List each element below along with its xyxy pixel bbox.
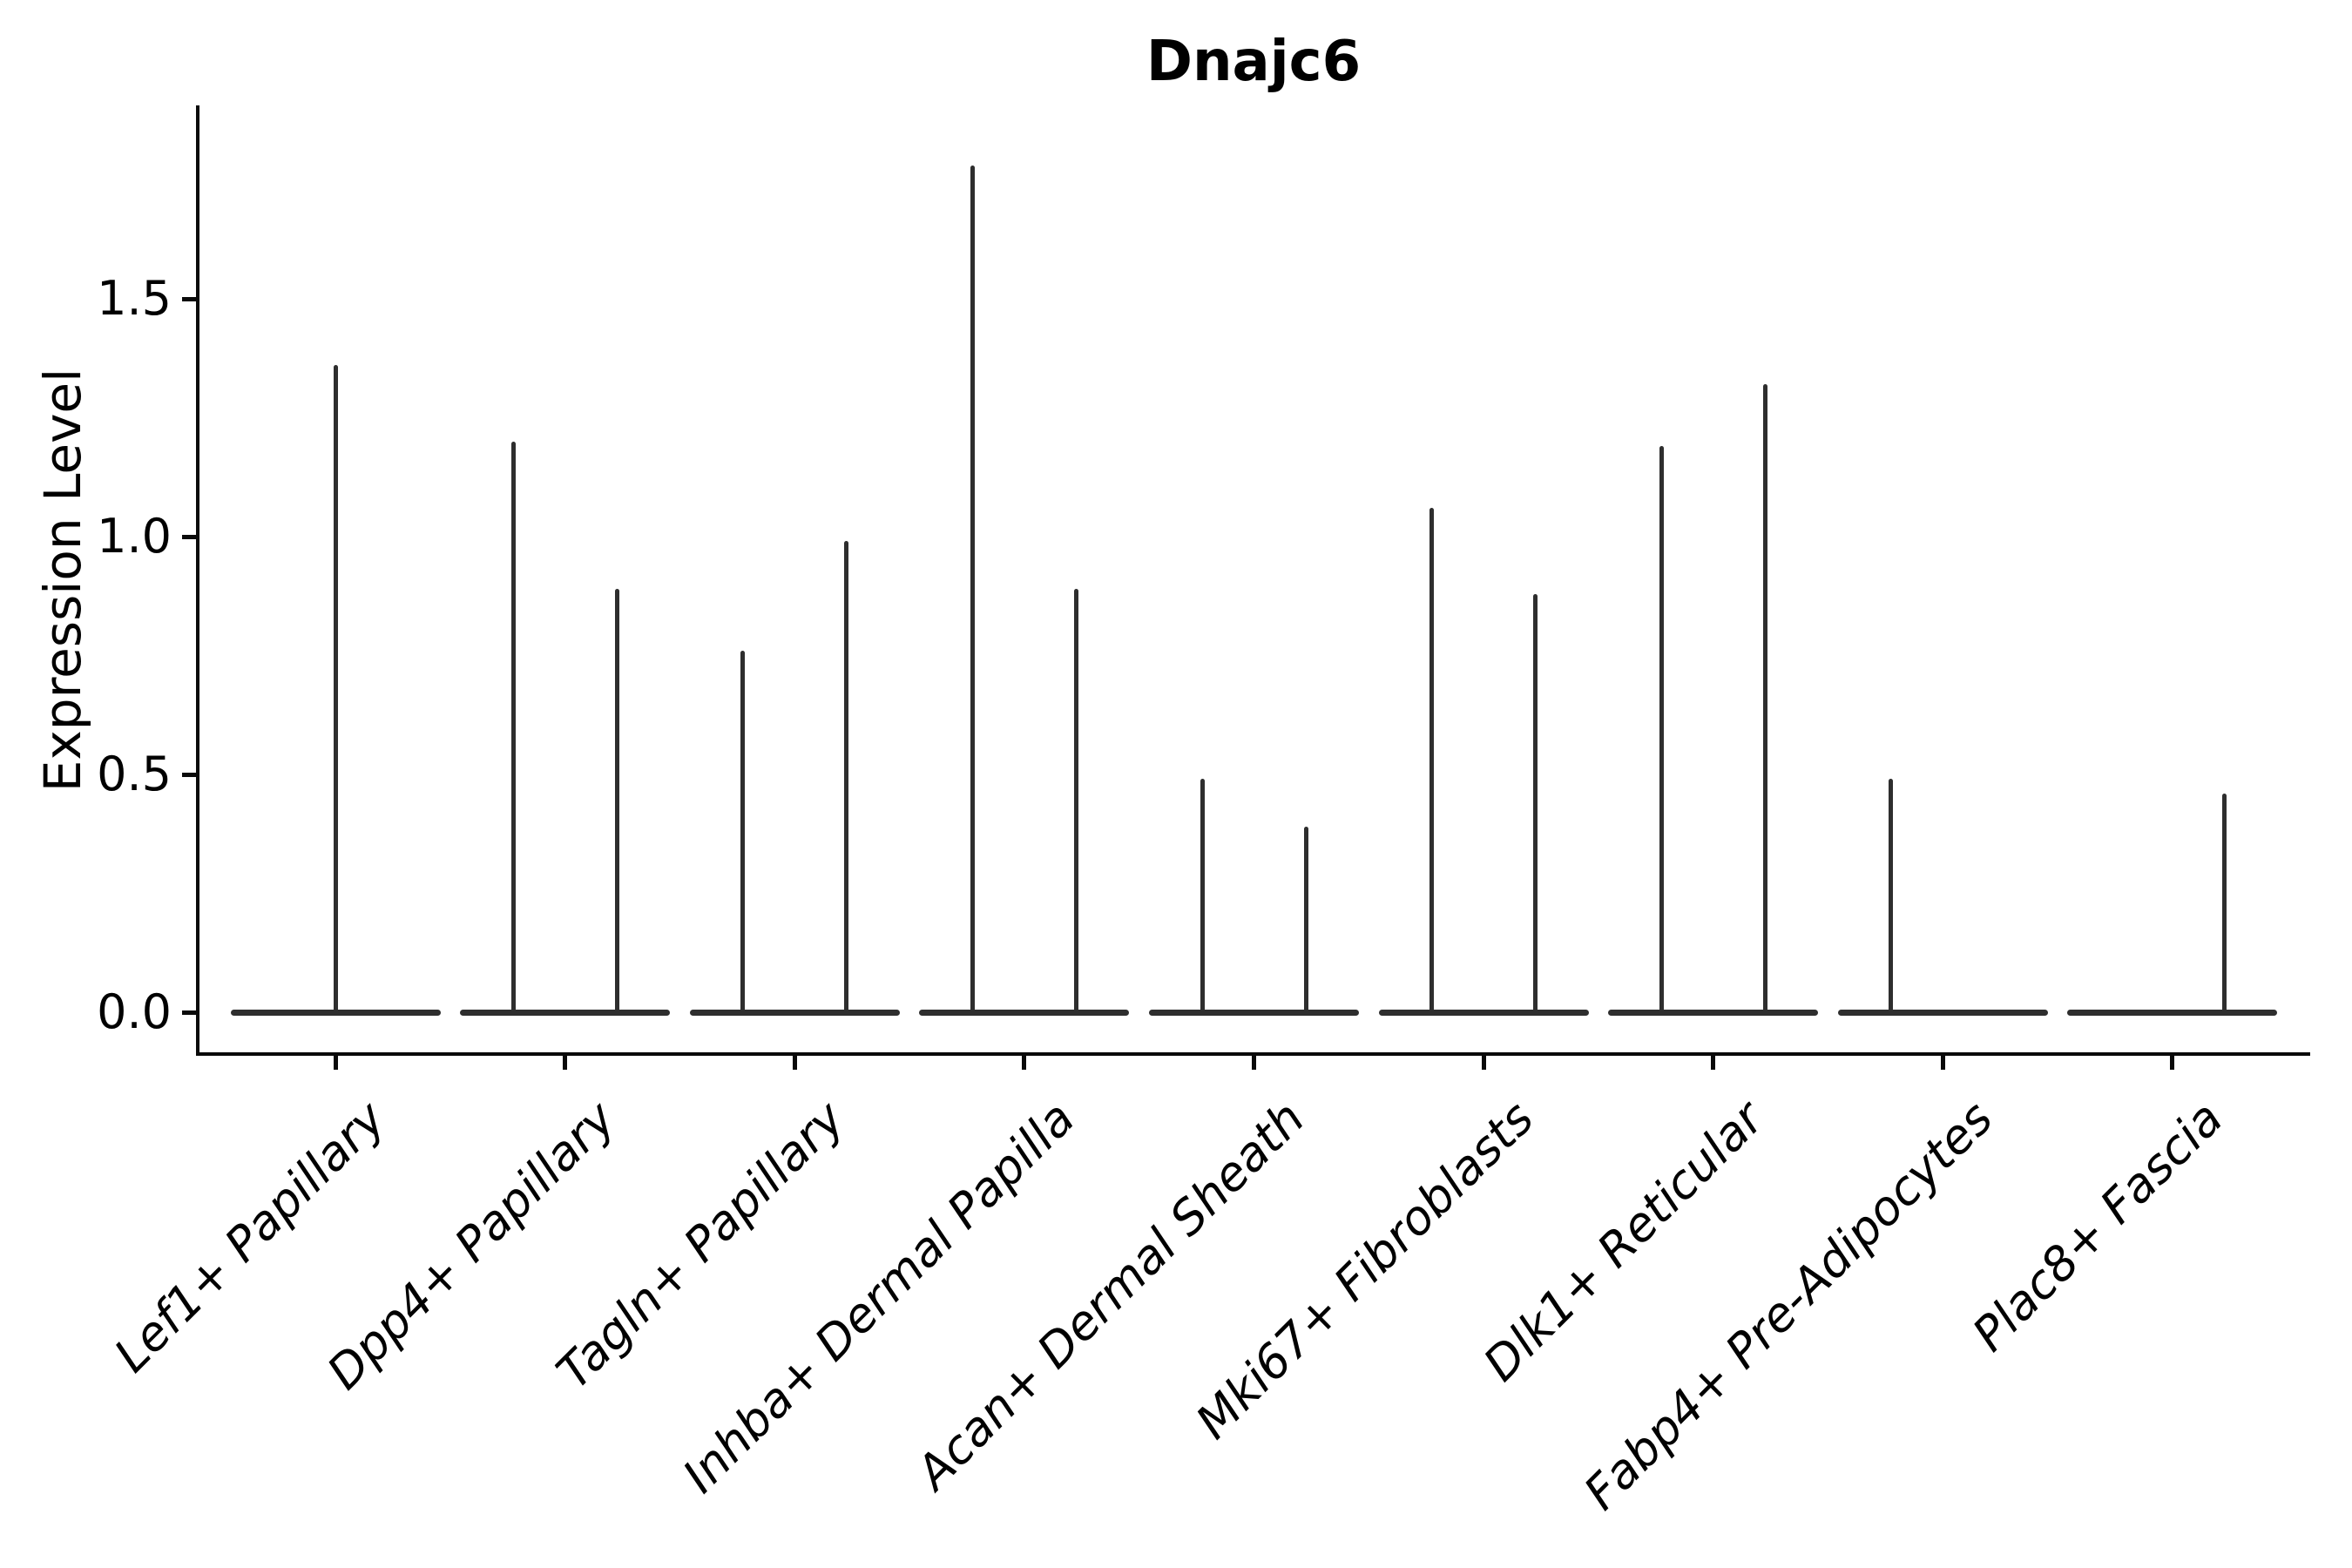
x-tick [2170, 1056, 2175, 1070]
y-axis-spine [196, 105, 199, 1056]
x-tick [1022, 1056, 1027, 1070]
violin-base [2067, 1009, 2278, 1016]
violin-base [1378, 1009, 1589, 1016]
y-tick-label: 1.5 [97, 271, 172, 326]
y-tick-label: 0.5 [97, 747, 172, 801]
x-tick [333, 1056, 338, 1070]
x-tick [1252, 1056, 1256, 1070]
violin-base [460, 1009, 671, 1016]
y-tick [182, 1010, 198, 1015]
x-axis-spine [196, 1052, 2310, 1056]
x-tick [792, 1056, 797, 1070]
x-tick [563, 1056, 568, 1070]
y-tick-label: 0.0 [97, 984, 172, 1039]
violin-tail [1073, 589, 1078, 1016]
x-tick [1940, 1056, 1945, 1070]
violin-tail [614, 589, 619, 1016]
violin-tail [844, 541, 849, 1016]
violin-base [1149, 1009, 1359, 1016]
violin-base [919, 1009, 1130, 1016]
y-tick [182, 296, 198, 301]
y-tick-label: 1.0 [97, 509, 172, 564]
violin-tail [1762, 384, 1767, 1016]
x-tick [1481, 1056, 1486, 1070]
violin-tail [1200, 779, 1205, 1016]
violin-base [1837, 1009, 2048, 1016]
y-tick [182, 772, 198, 777]
violin-tail [2221, 793, 2227, 1016]
violin-base [689, 1009, 900, 1016]
violin-tail [1533, 593, 1538, 1016]
violin-tail [1429, 508, 1435, 1016]
violin-tail [1659, 446, 1664, 1016]
y-axis-label: Expression Level [33, 368, 92, 793]
violin-tail [740, 651, 746, 1016]
violin-tail [333, 365, 338, 1016]
violin-tail [1889, 779, 1894, 1016]
chart-title: Dnajc6 [1146, 30, 1362, 94]
x-tick [1711, 1056, 1716, 1070]
violin-tail [1303, 827, 1308, 1016]
violin-tail [970, 166, 975, 1016]
violin-base [1608, 1009, 1819, 1016]
y-tick [182, 534, 198, 539]
violin-tail [510, 441, 516, 1016]
